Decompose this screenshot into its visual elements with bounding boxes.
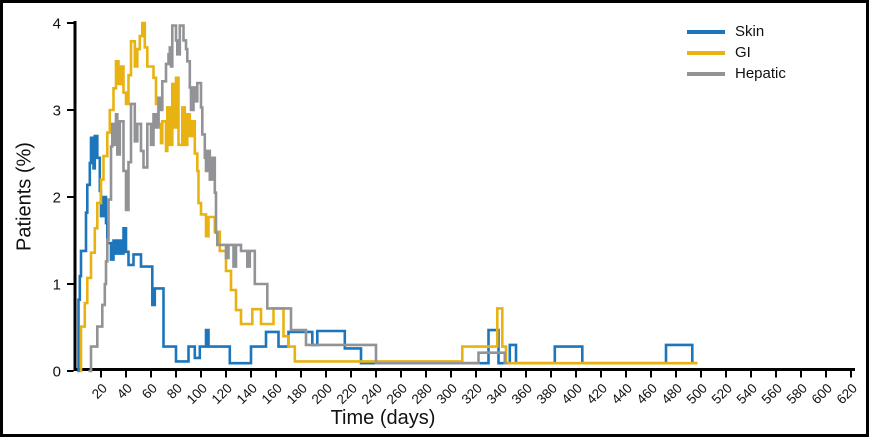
x-tick-label: 160 <box>259 381 286 408</box>
y-tick-label: 4 <box>53 16 61 33</box>
x-tick-label: 260 <box>384 381 411 408</box>
y-tick-label: 1 <box>53 277 61 294</box>
y-tick-label: 0 <box>53 364 61 381</box>
x-tick-label: 520 <box>709 381 736 408</box>
x-tick-label: 560 <box>759 381 786 408</box>
series-line-gi <box>79 21 698 373</box>
hepatic-line-swatch <box>687 72 725 76</box>
x-tick-label: 400 <box>559 381 586 408</box>
chart-legend: Skin GI Hepatic <box>687 23 786 82</box>
y-tick-label: 2 <box>53 190 61 207</box>
y-tick-label: 3 <box>53 103 61 120</box>
x-tick-label: 300 <box>434 381 461 408</box>
x-tick-label: 500 <box>684 381 711 408</box>
x-tick-label: 180 <box>284 381 311 408</box>
legend-item-gi: GI <box>687 44 786 61</box>
x-tick-label: 80 <box>164 381 185 402</box>
skin-line-swatch <box>687 30 725 34</box>
gi-line-swatch <box>687 51 725 55</box>
x-axis-title: Time (days) <box>330 407 436 429</box>
series-line-hepatic <box>88 24 508 373</box>
legend-item-hepatic: Hepatic <box>687 65 786 82</box>
legend-label-skin: Skin <box>735 23 765 40</box>
legend-label-gi: GI <box>735 44 751 61</box>
x-tick-label: 120 <box>209 381 236 408</box>
x-tick-label: 100 <box>184 381 211 408</box>
x-tick-label: 540 <box>734 381 761 408</box>
x-tick-label: 440 <box>609 381 636 408</box>
x-tick-label: 320 <box>459 381 486 408</box>
x-tick-label: 600 <box>809 381 836 408</box>
x-tick-label: 280 <box>409 381 436 408</box>
x-tick-label: 420 <box>584 381 611 408</box>
x-tick-label: 360 <box>509 381 536 408</box>
series-line-skin <box>77 134 698 373</box>
x-tick-label: 340 <box>484 381 511 408</box>
x-tick-label: 380 <box>534 381 561 408</box>
x-tick-label: 580 <box>784 381 811 408</box>
x-tick-label: 460 <box>634 381 661 408</box>
x-tick-label: 240 <box>359 381 386 408</box>
data-series <box>77 21 698 373</box>
x-tick-label: 200 <box>309 381 336 408</box>
x-tick-label: 40 <box>114 381 135 402</box>
y-axis-title: Patients (%) <box>13 142 36 251</box>
legend-item-skin: Skin <box>687 23 786 40</box>
x-tick-label: 620 <box>834 381 861 408</box>
x-tick-label: 480 <box>659 381 686 408</box>
legend-label-hepatic: Hepatic <box>735 65 786 82</box>
x-tick-label: 20 <box>89 381 110 402</box>
x-tick-label: 60 <box>139 381 160 402</box>
x-tick-label: 140 <box>234 381 261 408</box>
x-tick-label: 220 <box>334 381 361 408</box>
